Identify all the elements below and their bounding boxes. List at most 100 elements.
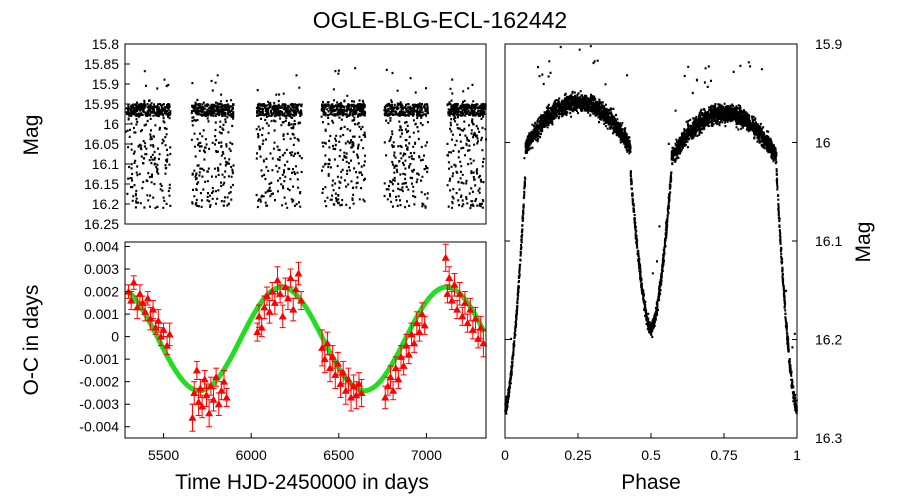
oc-point [212, 367, 221, 387]
oc-point [476, 315, 485, 340]
oc-marker [151, 323, 160, 331]
oc-marker [415, 328, 424, 336]
oc-marker [190, 388, 199, 396]
oc-marker [202, 391, 211, 399]
oc-marker [466, 305, 475, 313]
oc-marker [159, 325, 168, 333]
y-tick-label: 15.85 [84, 56, 119, 72]
oc-marker [165, 330, 174, 338]
oc-marker [471, 314, 480, 322]
oc-marker [458, 312, 467, 320]
oc-marker [404, 350, 413, 358]
oc-point [198, 394, 207, 419]
oc-marker [260, 303, 269, 311]
panel-eclipse-timing: 0.004 0.003 0.002 0.001 0 -0.001 -0.002 -0.003 -… [20, 239, 488, 494]
oc-point [149, 300, 158, 320]
oc-point [253, 322, 262, 342]
oc-y-label: O-C in days [20, 285, 43, 396]
oc-points [124, 243, 488, 432]
oc-marker [386, 373, 395, 381]
oc-marker [460, 298, 469, 306]
oc-point [278, 304, 287, 329]
oc-marker [445, 274, 454, 282]
oc-marker [328, 352, 337, 360]
oc-point [415, 322, 424, 342]
oc-point [463, 313, 472, 333]
oc-marker [389, 386, 398, 394]
oc-point [294, 261, 303, 286]
oc-marker [222, 393, 231, 401]
light-curve-points [125, 67, 487, 210]
oc-y-ticks: 0.004 0.003 0.002 0.001 0 -0.001 -0.002 -0.003 -… [79, 239, 130, 435]
oc-marker [129, 278, 138, 286]
oc-point [479, 329, 488, 358]
oc-point [297, 291, 306, 311]
oc-marker [286, 274, 295, 282]
oc-marker [188, 413, 197, 421]
oc-point [206, 376, 215, 396]
oc-marker [149, 305, 158, 313]
panel-oc-frame [124, 241, 487, 439]
oc-marker [194, 397, 203, 405]
y-tick-label: 0 [111, 329, 119, 345]
x-tick-label: 1 [793, 447, 801, 463]
oc-point [154, 309, 163, 333]
oc-point [202, 383, 211, 407]
oc-marker [214, 400, 223, 408]
oc-point [165, 322, 174, 347]
oc-point [389, 381, 398, 401]
oc-marker [320, 355, 329, 363]
oc-marker [270, 298, 279, 306]
phased-y-label: Mag [852, 222, 875, 263]
oc-marker [283, 294, 292, 302]
phased-y-ticks: 15.9 16 16.1 16.2 16.3 [505, 36, 842, 446]
oc-x-ticks: 5500 6000 6500 7000 [148, 433, 442, 463]
y-tick-label: 16.1 [815, 233, 842, 249]
oc-marker [349, 382, 358, 390]
oc-marker [209, 395, 218, 403]
oc-point [339, 360, 348, 385]
oc-marker [273, 276, 282, 284]
oc-marker [212, 373, 221, 381]
oc-marker [418, 310, 427, 318]
oc-marker [455, 289, 464, 297]
oc-marker [205, 409, 214, 417]
oc-point [262, 286, 271, 306]
oc-point [441, 243, 450, 272]
oc-marker [143, 294, 152, 302]
oc-point [455, 282, 464, 306]
oc-marker [297, 296, 306, 304]
y-tick-label: 15.9 [92, 76, 119, 92]
oc-point [394, 369, 403, 389]
oc-point [291, 279, 300, 299]
oc-marker [206, 382, 215, 390]
oc-marker [420, 321, 429, 329]
oc-point [276, 284, 285, 304]
oc-point [320, 345, 329, 374]
y-tick-label: -0.002 [79, 374, 119, 390]
y-tick-label: 0.004 [84, 239, 119, 255]
oc-point [471, 306, 480, 331]
oc-marker [291, 285, 300, 293]
oc-marker [441, 253, 450, 261]
oc-marker [450, 280, 459, 288]
oc-point [190, 381, 199, 405]
oc-point [381, 385, 390, 410]
oc-marker [399, 361, 408, 369]
x-tick-label: 6000 [236, 447, 267, 463]
x-tick-label: 7000 [411, 447, 442, 463]
y-tick-label: 0.002 [84, 284, 119, 300]
oc-marker [127, 296, 136, 304]
y-tick-label: 16.25 [84, 216, 119, 232]
oc-point [222, 387, 231, 407]
oc-marker [357, 388, 366, 396]
oc-marker [220, 377, 229, 385]
oc-marker [276, 289, 285, 297]
oc-marker [333, 359, 342, 367]
oc-point [188, 403, 197, 432]
oc-point [192, 360, 201, 380]
y-tick-label: 15.9 [815, 36, 842, 52]
oc-point [209, 387, 218, 412]
oc-point [127, 291, 136, 311]
oc-marker [135, 289, 144, 297]
